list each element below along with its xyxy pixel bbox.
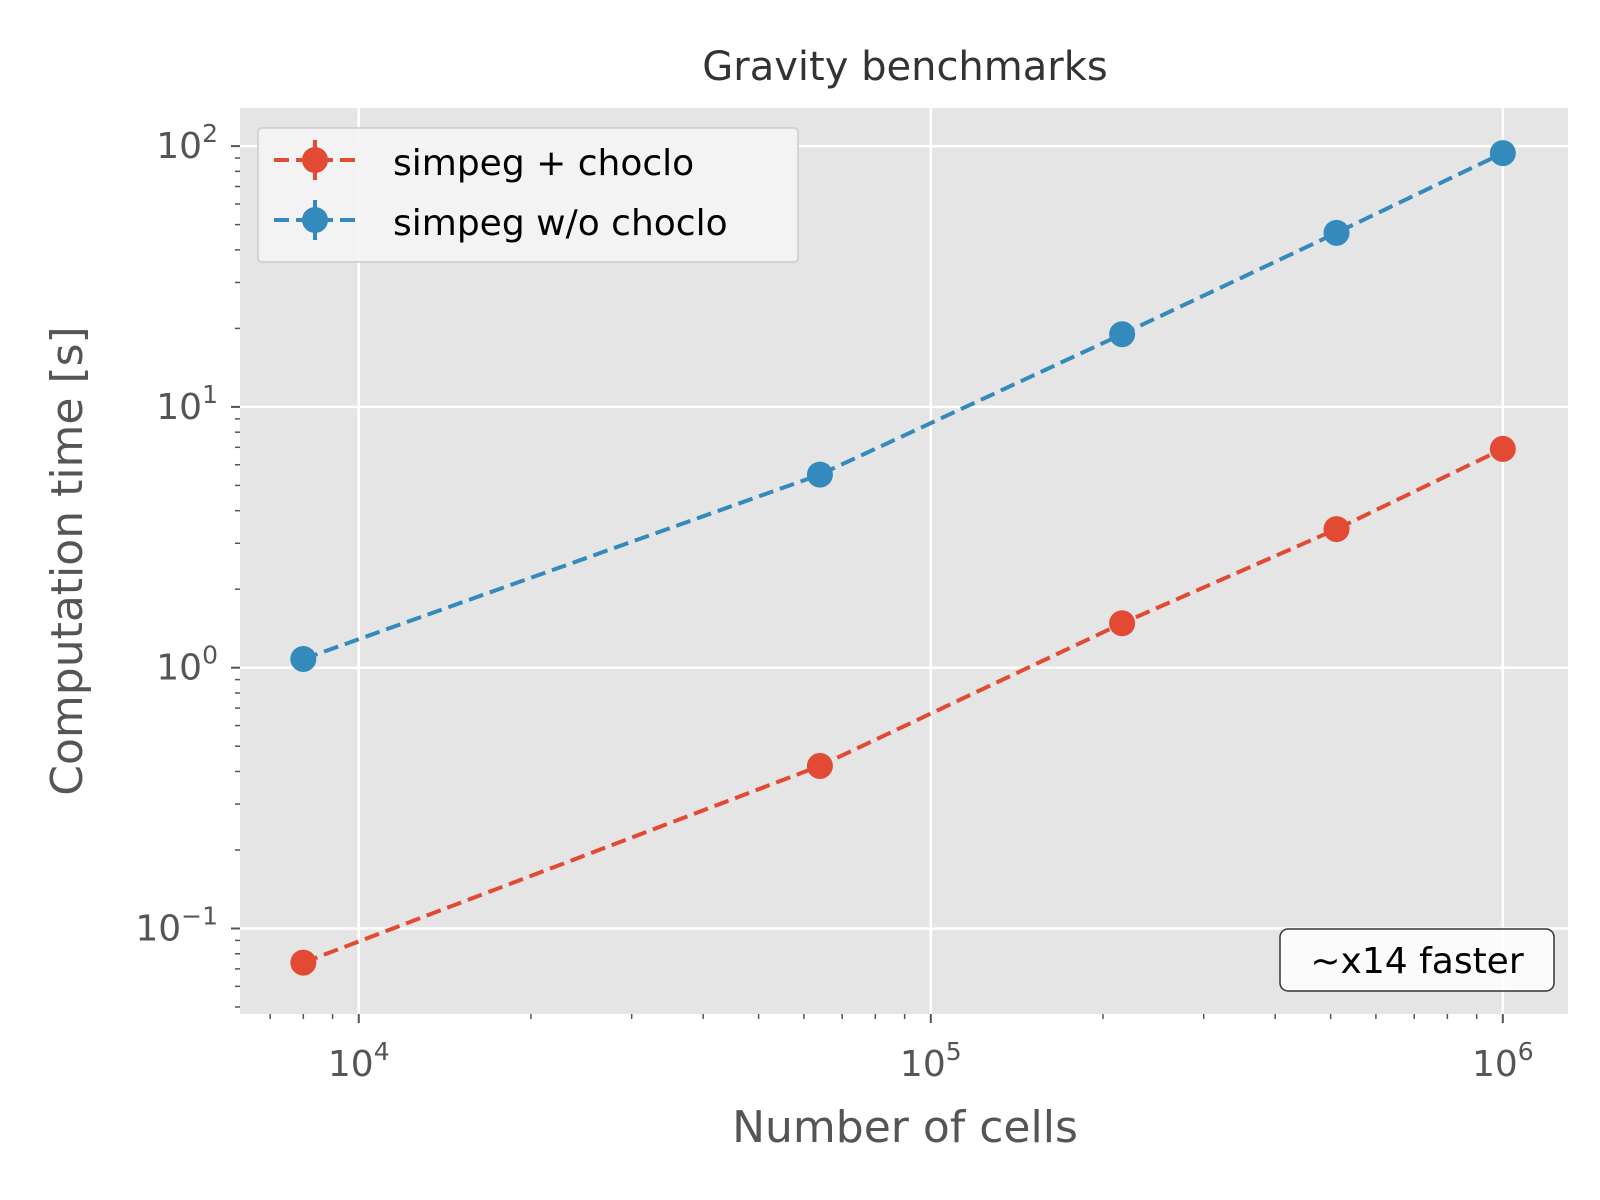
x-tick-label: 106 xyxy=(1472,1037,1534,1085)
data-point-0 xyxy=(1489,435,1516,462)
y-tick-label: 100 xyxy=(156,641,218,689)
x-tick-label: 105 xyxy=(900,1037,962,1085)
axis-ticks: 104 105 106 10−1 100 101 102 xyxy=(135,119,1533,1085)
data-point-1 xyxy=(1489,140,1516,167)
annotation: ~x14 faster xyxy=(1279,928,1555,992)
series-points xyxy=(290,140,1516,976)
data-point-0 xyxy=(806,752,833,779)
annotation-box xyxy=(1279,928,1555,992)
chart-title: Gravity benchmarks xyxy=(702,44,1107,90)
y-axis-label: Computation time [s] xyxy=(42,326,93,795)
x-axis-label: Number of cells xyxy=(732,1102,1078,1153)
data-point-1 xyxy=(806,461,833,488)
data-point-0 xyxy=(1323,516,1350,543)
data-point-1 xyxy=(1323,219,1350,246)
y-tick-label: 10−1 xyxy=(135,901,218,949)
data-point-1 xyxy=(1109,321,1136,348)
legend: simpeg + choclo simpeg w/o choclo xyxy=(257,127,799,263)
data-point-0 xyxy=(290,949,317,976)
data-point-1 xyxy=(290,645,317,672)
data-point-0 xyxy=(1109,610,1136,637)
legend-marker-1 xyxy=(302,207,328,233)
legend-marker-0 xyxy=(302,147,328,173)
y-tick-label: 101 xyxy=(156,380,218,428)
legend-label-choclo: simpeg + choclo xyxy=(393,143,694,184)
y-tick-label: 102 xyxy=(156,119,218,167)
x-tick-label: 104 xyxy=(328,1037,390,1085)
legend-label-no-choclo: simpeg w/o choclo xyxy=(393,203,728,244)
annotation-text: ~x14 faster xyxy=(1310,941,1523,982)
legend-box xyxy=(257,127,799,263)
